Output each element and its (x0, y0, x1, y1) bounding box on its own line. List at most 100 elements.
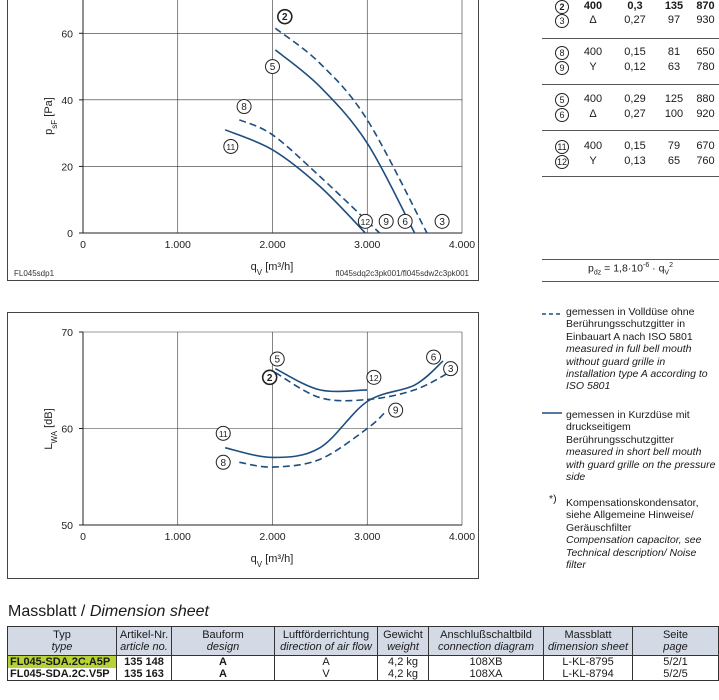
param-row-8: 8 400 0,15 81 650 (542, 46, 719, 60)
bottom-marker-12: 12 (366, 369, 382, 385)
legend-note: Kompensationskondensator, siehe Allgemei… (566, 497, 716, 571)
svg-text:6: 6 (431, 353, 437, 364)
param-value: 670 (696, 140, 715, 152)
param-value: 400 (583, 46, 603, 58)
type-cell[interactable]: FL045-SDA.2C.A5P (7, 655, 117, 668)
design-cell: A (171, 668, 275, 681)
param-value: 0,15 (624, 46, 646, 58)
top-footer-left: FL045sdp1 (14, 269, 55, 278)
table-row: FL045-SDA.2C.V5P 135 163 A V 4,2 kg 108X… (7, 668, 719, 681)
bottom-marker-5: 5 (269, 351, 285, 367)
bottom-y-tick-label: 50 (61, 520, 73, 532)
legend-note-en: Compensation capacitor, see Technical de… (566, 534, 702, 572)
divider (542, 130, 719, 131)
top-x-tick-label: 1.000 (165, 239, 191, 251)
bottom-marker-2: 2 (261, 369, 278, 386)
divider (542, 176, 719, 177)
svg-text:3: 3 (448, 364, 454, 375)
param-value: 79 (667, 140, 681, 152)
param-value: 0,3 (627, 0, 643, 12)
svg-text:3: 3 (439, 217, 445, 228)
page-cell: 5/2/5 (632, 668, 719, 681)
bottom-chart: LWA [dB] qV [m³/h] 0 1.000 2.000 3.000 4.000… (43, 327, 475, 569)
svg-text:2: 2 (267, 373, 273, 384)
top-marker-6: 6 (397, 213, 413, 229)
bottom-y-tick-label: 60 (61, 424, 73, 436)
bottom-y-tick-label: 70 (61, 327, 73, 339)
top-curve-11 (224, 129, 366, 234)
param-value: 0,27 (624, 14, 646, 26)
bottom-ylabel: LWA [dB] (43, 408, 59, 449)
col-type: Typ type (7, 626, 117, 656)
param-value: 930 (696, 14, 715, 26)
top-xlabel: qV [m³/h] (251, 261, 294, 277)
svg-text:9: 9 (383, 217, 389, 228)
param-value: 63 (667, 61, 681, 73)
article-cell: 135 148 (116, 655, 172, 668)
bottom-marker-9: 9 (388, 402, 404, 418)
connection-cell: 108XB (428, 655, 544, 668)
param-value: 0,29 (624, 93, 646, 105)
param-value: Y (589, 61, 597, 73)
top-curve-5 (274, 49, 416, 234)
bottom-x-tick-label: 3.000 (354, 531, 380, 543)
col-article: Artikel-Nr. article no. (116, 626, 172, 656)
bottom-curve-8-9 (239, 410, 387, 468)
solid-line-legend-icon (542, 412, 562, 414)
type-cell[interactable]: FL045-SDA.2C.V5P (7, 668, 117, 681)
svg-text:12: 12 (361, 217, 371, 227)
bottom-x-tick-label: 4.000 (449, 531, 475, 543)
svg-text:9: 9 (393, 406, 399, 417)
param-value: Δ (589, 14, 597, 26)
divider (542, 84, 719, 85)
curve-id: 3 (555, 14, 569, 28)
bottom-curve-11-12-6 (224, 360, 444, 459)
curve-id: 2 (555, 0, 569, 14)
dimension-sheet-cell: L-KL-8795 (543, 655, 633, 668)
legend-solid-de: gemessen in Kurzdüse mit druckseitigem B… (566, 409, 690, 446)
curve-id: 5 (555, 93, 569, 107)
bottom-marker-3: 3 (443, 361, 459, 377)
param-value: 400 (583, 0, 603, 12)
design-cell: A (171, 655, 275, 668)
top-y-tick-label: 0 (67, 228, 73, 240)
bottom-chart-frame (7, 312, 479, 579)
top-chart: psF [Pa] qV [m³/h] FL045sdp1 fl045sdq2c3… (14, 0, 475, 278)
param-value: 880 (696, 93, 715, 105)
divider (542, 281, 719, 282)
param-value: 0,15 (624, 140, 646, 152)
top-marker-8: 8 (236, 99, 252, 115)
bottom-xlabel: qV [m³/h] (251, 553, 294, 569)
svg-text:11: 11 (226, 142, 235, 152)
legend-note-de: Kompensationskondensator, siehe Allgemei… (566, 497, 699, 534)
svg-text:12: 12 (369, 373, 379, 383)
param-row-11: 11 400 0,15 79 670 (542, 140, 719, 154)
svg-text:8: 8 (241, 102, 247, 113)
svg-text:5: 5 (274, 355, 280, 366)
curve-id: 11 (555, 140, 569, 154)
param-value: 125 (664, 93, 684, 105)
curve-id: 12 (555, 155, 569, 169)
curve-id: 9 (555, 61, 569, 75)
col-connection: Anschlußschaltbild connection diagram (428, 626, 544, 656)
param-value: 97 (667, 14, 681, 26)
param-value: 65 (667, 155, 681, 167)
legend-dashed-en: measured in full bell mouth without guar… (566, 343, 708, 393)
bottom-marker-6: 6 (426, 349, 442, 365)
legend-solid: gemessen in Kurzdüse mit druckseitigem B… (566, 409, 716, 483)
top-y-tick-label: 20 (61, 161, 73, 173)
param-row-5: 5 400 0,29 125 880 (542, 93, 719, 107)
param-value: 0,12 (624, 61, 646, 73)
top-x-tick-label: 0 (80, 239, 86, 251)
param-row-6: 6 Δ 0,27 100 920 (542, 108, 719, 122)
curve-id: 6 (555, 108, 569, 122)
divider (542, 259, 719, 260)
top-marker-2: 2 (277, 8, 293, 25)
col-weight: Gewicht weight (377, 626, 429, 656)
article-cell: 135 163 (116, 668, 172, 681)
parameter-table: 2 400 0,3 135 870 3 Δ 0,27 97 930 8 400 0,15 81 650 9 Y 0… (542, 0, 719, 175)
legend-dashed: gemessen in Volldüse ohne Berührungsschu… (566, 306, 716, 393)
top-marker-5: 5 (265, 59, 280, 75)
bottom-marker-11: 11 (215, 425, 231, 441)
airflow-cell: A (274, 655, 378, 668)
